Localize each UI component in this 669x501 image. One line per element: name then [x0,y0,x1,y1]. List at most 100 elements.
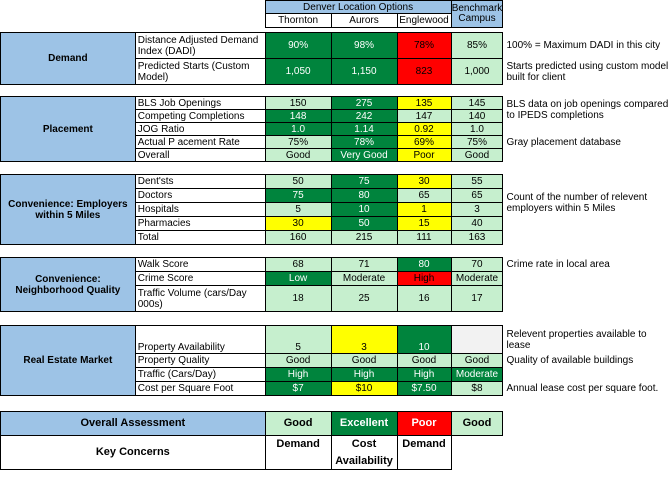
row-note: Count of the number of relevent employer… [506,191,648,214]
value-cell: $7.50 [396,381,452,396]
metric-label: Doctors [134,188,266,203]
row-note: BLS data on job openings compared to IPE… [506,98,669,121]
benchmark-cell: 3 [450,202,504,217]
value-cell: High [396,271,452,286]
key-concerns-label: Key Concerns [0,435,266,470]
location-header-englewood: Englewood [396,13,452,28]
value-cell: 71 [330,257,398,272]
location-header-thornton: Thornton [264,13,332,28]
value-cell: Moderate [330,271,398,286]
value-cell: Good [264,148,332,162]
value-cell: 148 [264,109,332,123]
concern-value: Cost [330,435,398,454]
value-cell: 135 [396,96,452,110]
value-cell: Good [264,353,332,368]
value-cell: 16 [396,285,452,312]
benchmark-cell: 1.0 [450,122,504,136]
value-cell: 18 [264,285,332,312]
value-cell: 80 [330,188,398,203]
value-cell: 75% [264,135,332,149]
value-cell: 78% [396,32,452,59]
row-note: 100% = Maximum DADI in this city [506,40,661,51]
value-cell: 147 [396,109,452,123]
benchmark-cell: 75% [450,135,504,149]
benchmark-cell: Moderate [450,367,504,382]
concern-extra: Availability [330,453,398,470]
benchmark-cell: 70 [450,257,504,272]
benchmark-cell: 65 [450,188,504,203]
benchmark-cell: 140 [450,109,504,123]
benchmark-cell: 163 [450,230,504,245]
value-cell: Poor [396,148,452,162]
value-cell: $7 [264,381,332,396]
metric-label: Distance Adjusted Demand Index (DADI) [134,32,266,59]
metric-label: Cost per Square Foot [134,381,266,396]
benchmark-cell: Good [450,148,504,162]
value-cell: 50 [264,174,332,189]
value-cell: 242 [330,109,398,123]
metric-label: Predicted Starts (Custom Model) [134,58,266,85]
metric-label: Dent'sts [134,174,266,189]
metric-label: Overall [134,148,266,162]
metric-label: Hospitals [134,202,266,217]
value-cell: 160 [264,230,332,245]
benchmark-cell: $8 [450,381,504,396]
benchmark-cell: Good [450,353,504,368]
location-comparison-table: Denver Location Options Benchmark Campus… [0,0,669,470]
value-cell: 90% [264,32,332,59]
value-cell: 275 [330,96,398,110]
metric-label: Traffic (Cars/Day) [134,367,266,382]
row-note: Quality of available buildings [506,355,634,366]
row-note: Gray placement database [506,136,621,148]
value-cell: 5 [264,202,332,217]
value-cell: High [264,367,332,382]
overall-assessment-label: Overall Assessment [0,411,266,436]
value-cell: 1.14 [330,122,398,136]
value-cell: 823 [396,58,452,85]
value-cell: 75 [264,188,332,203]
benchmark-cell: 145 [450,96,504,110]
section-real-estate: Real Estate Market [0,325,136,396]
value-cell: 30 [264,216,332,231]
benchmark-cell: 85% [450,32,504,59]
value-cell: High [330,367,398,382]
value-cell: 78% [330,135,398,149]
value-cell: 1,050 [264,58,332,85]
value-cell: Low [264,271,332,286]
metric-label: Crime Score [134,271,266,286]
value-cell: 98% [330,32,398,59]
value-cell: 65 [396,188,452,203]
value-cell: Good [330,353,398,368]
metric-label: Traffic Volume (cars/Day 000s) [134,285,266,312]
value-cell: 69% [396,135,452,149]
metric-label: Actual P acement Rate [134,135,266,149]
benchmark-cell: 55 [450,174,504,189]
metric-label: Pharmacies [134,216,266,231]
metric-label: Total [134,230,266,245]
metric-label: Property Quality [134,353,266,368]
section-demand: Demand [0,32,136,85]
metric-label: Property Availability [134,325,266,354]
value-cell: 3 [330,325,398,354]
metric-label: Competing Completions [134,109,266,123]
overall-value: Excellent [330,411,398,436]
overall-value: Poor [396,411,452,436]
benchmark-cell: 1,000 [450,58,504,85]
value-cell: 1.0 [264,122,332,136]
benchmark-cell: 40 [450,216,504,231]
value-cell: 215 [330,230,398,245]
concern-value: Demand [396,435,452,454]
value-cell: 25 [330,285,398,312]
row-note: Relevent properties available to lease [506,328,647,351]
value-cell: 150 [264,96,332,110]
benchmark-cell: 17 [450,285,504,312]
value-cell: 68 [264,257,332,272]
benchmark-cell: Moderate [450,271,504,286]
concern-value: Demand [264,435,332,454]
benchmark-cell [450,325,504,354]
benchmark-header: Benchmark Campus [450,0,504,28]
section-neighborhood-quality: Convenience: Neighborhood Quality [0,257,136,312]
section-placement: Placement [0,96,136,162]
metric-label: BLS Job Openings [134,96,266,110]
metric-label: Walk Score [134,257,266,272]
